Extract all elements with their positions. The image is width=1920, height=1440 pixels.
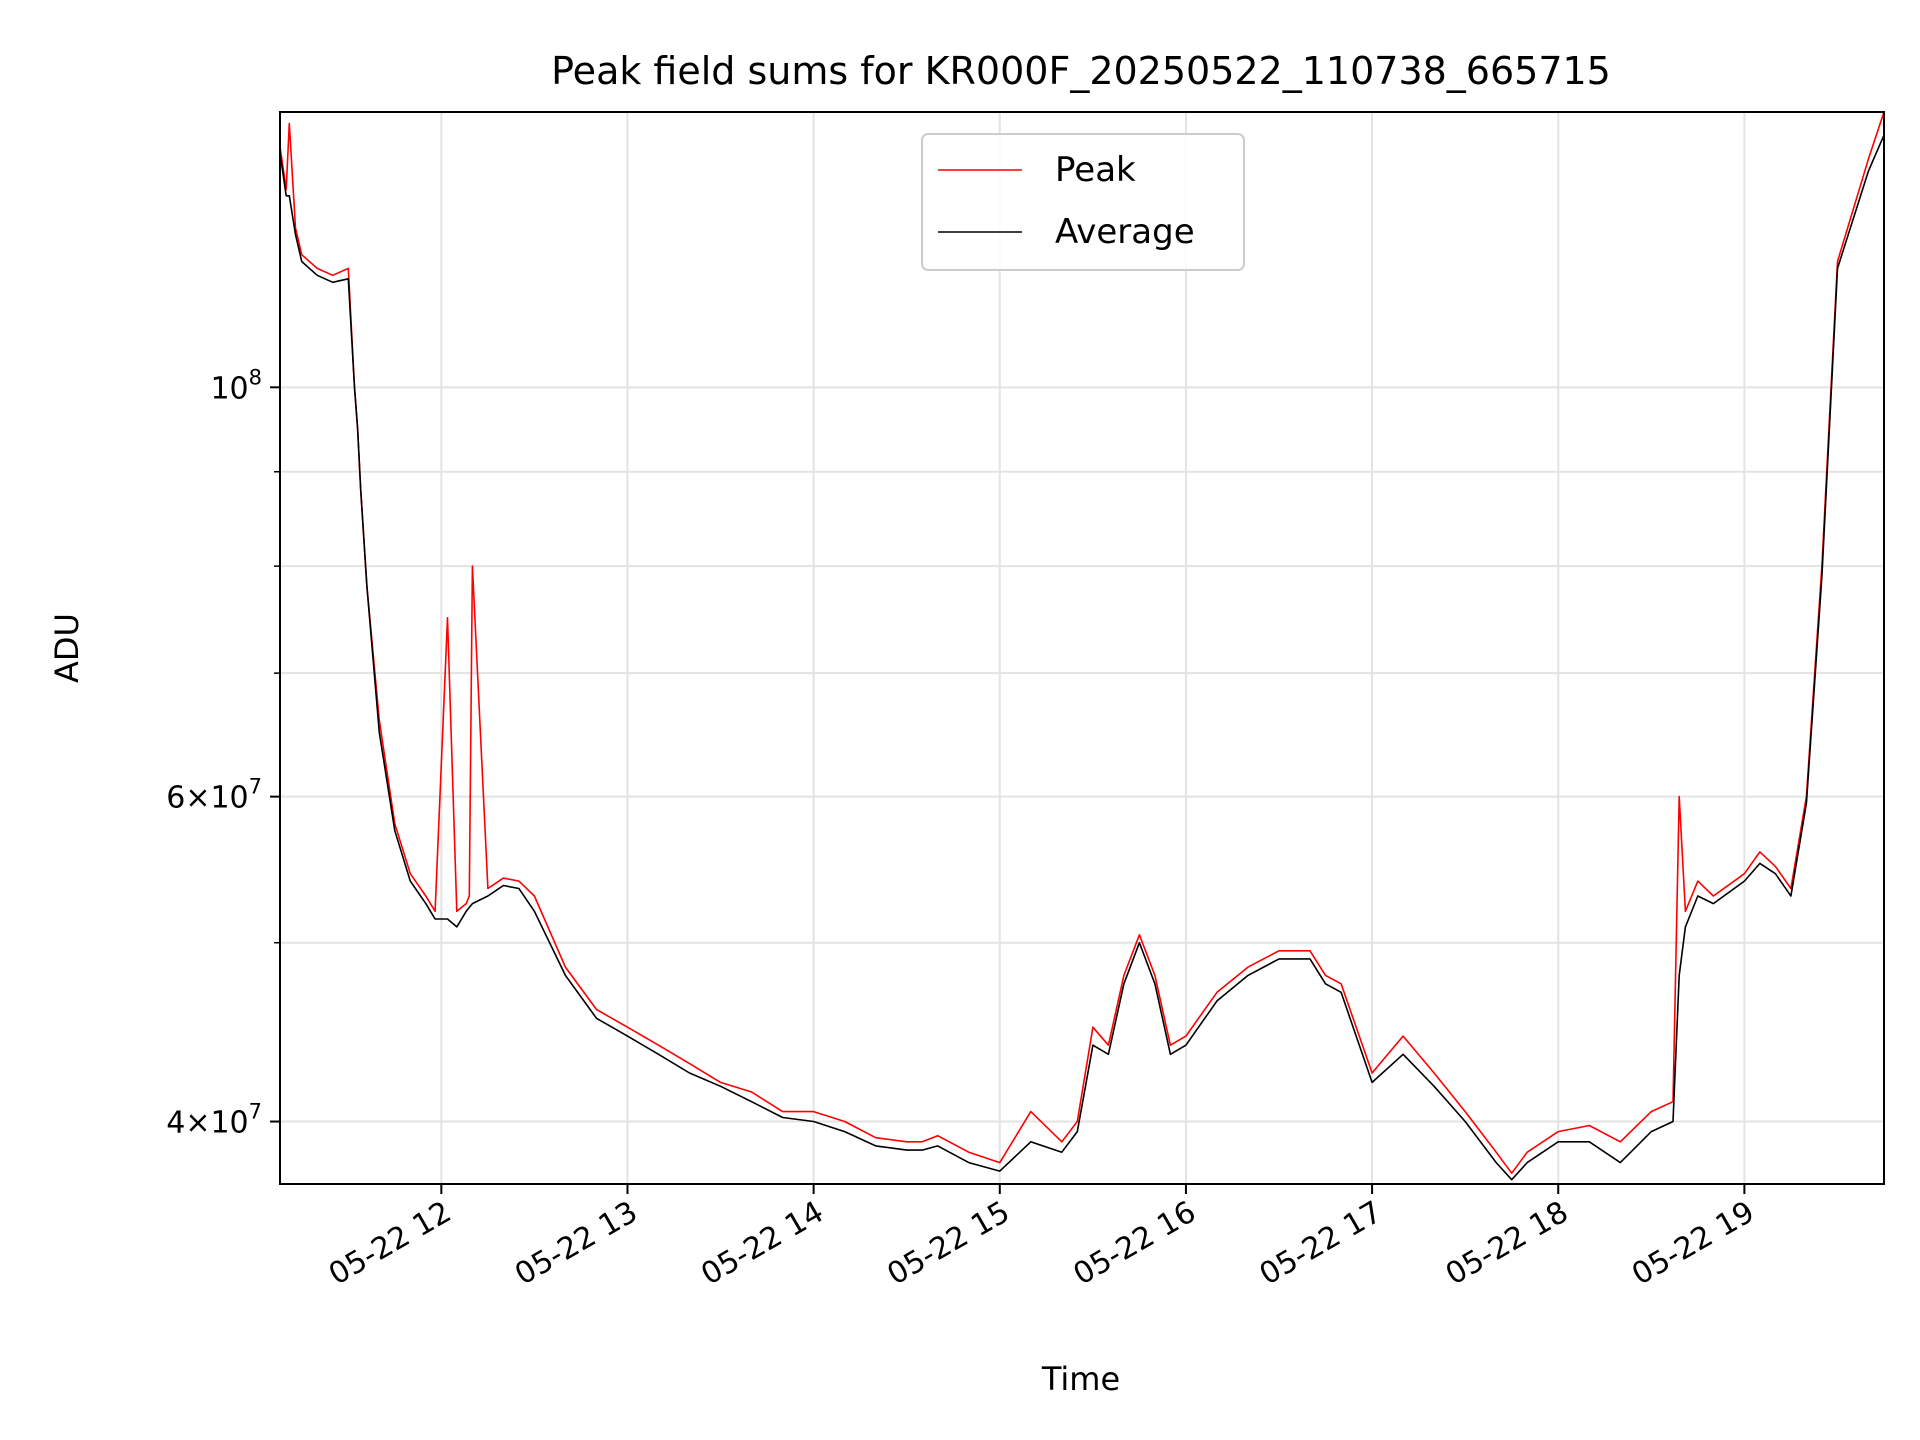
grid bbox=[280, 112, 1884, 1184]
y-axis-title: ADU bbox=[48, 613, 86, 683]
plot-frame bbox=[279, 111, 1885, 1185]
y-tick-mantissa: 4 bbox=[166, 1106, 185, 1141]
series-line-peak bbox=[279, 111, 1885, 1174]
y-tick-label: 6×107 bbox=[166, 775, 262, 816]
legend-label-peak: Peak bbox=[1055, 150, 1136, 190]
series-line-average bbox=[279, 134, 1885, 1181]
y-tick-exponent: 7 bbox=[249, 1100, 262, 1124]
legend-frame bbox=[921, 133, 1245, 271]
y-tick-mantissa: 6 bbox=[166, 781, 185, 816]
y-tick-label: 108 bbox=[210, 365, 262, 406]
y-tick-exponent: 7 bbox=[249, 775, 262, 799]
x-axis-title: Time bbox=[1041, 1360, 1120, 1398]
y-axis-ticks: 4×107 6×107 108 bbox=[166, 365, 280, 1141]
legend-label-average: Average bbox=[1055, 212, 1195, 252]
y-tick-exponent: 8 bbox=[249, 365, 262, 389]
chart-title: Peak field sums for KR000F_20250522_1107… bbox=[551, 49, 1611, 93]
legend: Peak Average bbox=[921, 133, 1245, 271]
y-tick-label: 4×107 bbox=[166, 1100, 262, 1141]
series bbox=[279, 111, 1885, 1181]
